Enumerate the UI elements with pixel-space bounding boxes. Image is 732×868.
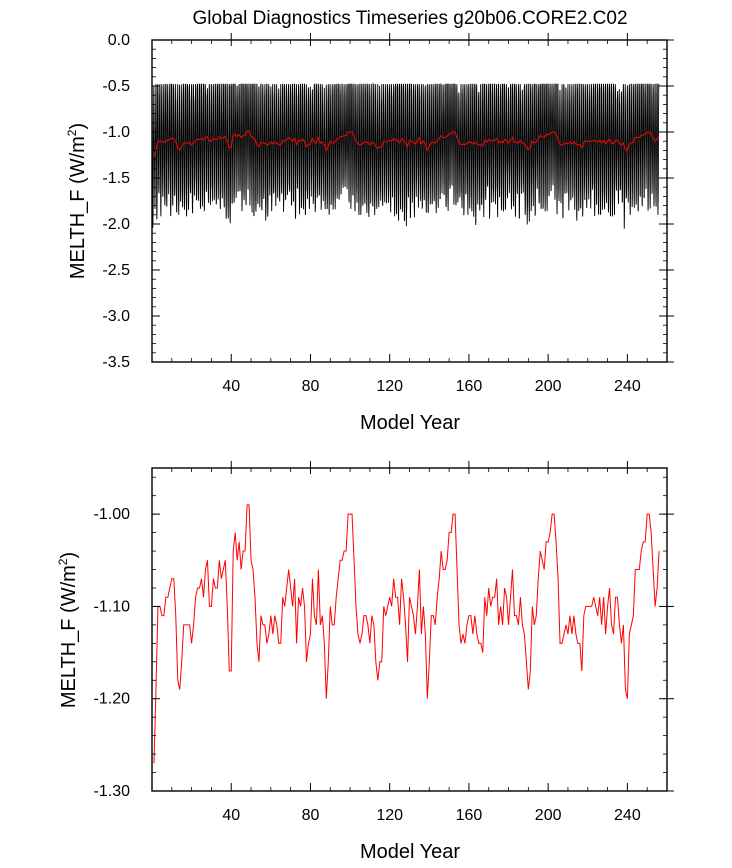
- bottom-x-axis-title: Model Year: [360, 841, 460, 863]
- bottom-y-tick-labels: -1.00 -1.10 -1.20 -1.30: [94, 506, 131, 800]
- top-x-tick-label: 160: [456, 378, 483, 395]
- bottom-plot-frame: [151, 467, 668, 792]
- bottom-panel: 40 80 120 160 200 240 -1.00 -1.10 -1.20 -1.30 Mo…: [56, 461, 674, 863]
- chart-title: Global Diagnostics Timeseries g20b06.COR…: [192, 8, 627, 29]
- top-x-axis-title: Model Year: [360, 412, 460, 434]
- bottom-ticks: [152, 461, 674, 792]
- bottom-x-tick-labels: 40 80 120 160 200 240: [222, 807, 640, 824]
- top-y-tick-label: -2.0: [102, 216, 130, 233]
- top-y-axis-title: MELTH_F (W/m2): [65, 123, 89, 279]
- top-y-axis-title-sup: 2: [65, 129, 79, 136]
- top-y-tick-label: -1.0: [102, 124, 130, 141]
- bottom-x-tick-label: 80: [302, 807, 320, 824]
- top-y-axis-title-main: MELTH_F (W/m: [67, 136, 89, 279]
- bottom-y-axis-title-main: MELTH_F (W/m: [58, 565, 80, 708]
- monthly-line: [151, 82, 660, 229]
- top-panel: Global Diagnostics Timeseries g20b06.COR…: [65, 8, 674, 434]
- top-y-tick-label: -3.5: [102, 354, 130, 371]
- bottom-y-tick-label: -1.20: [94, 691, 131, 708]
- top-y-tick-labels: 0.0 -0.5 -1.0 -1.5 -2.0 -2.5 -3.0 -3.5: [102, 32, 130, 371]
- bottom-y-axis-title: MELTH_F (W/m2): [56, 552, 80, 708]
- bottom-x-tick-label: 240: [614, 807, 641, 824]
- top-annual-mean-line: [153, 130, 660, 157]
- bottom-annual-mean-line: [153, 504, 660, 764]
- top-y-tick-label: -2.5: [102, 262, 130, 279]
- bottom-y-axis-title-sup: 2: [56, 558, 70, 565]
- top-y-tick-label: -0.5: [102, 78, 130, 95]
- bottom-y-tick-label: -1.00: [94, 506, 131, 523]
- top-x-tick-label: 120: [376, 378, 403, 395]
- top-x-tick-labels: 40 80 120 160 200 240: [222, 378, 640, 395]
- bottom-x-tick-label: 40: [222, 807, 240, 824]
- bottom-x-tick-label: 120: [376, 807, 403, 824]
- bottom-y-tick-label: -1.30: [94, 783, 131, 800]
- top-y-tick-label: -3.0: [102, 308, 130, 325]
- top-x-tick-label: 240: [614, 378, 641, 395]
- top-y-tick-label: 0.0: [108, 32, 130, 49]
- bottom-y-tick-label: -1.10: [94, 598, 131, 615]
- bottom-x-tick-label: 200: [535, 807, 562, 824]
- bottom-x-tick-label: 160: [456, 807, 483, 824]
- top-ticks: [152, 33, 674, 363]
- top-x-tick-label: 80: [302, 378, 320, 395]
- monthly-series: [151, 82, 660, 229]
- top-y-tick-label: -1.5: [102, 170, 130, 187]
- top-y-axis-title-close: ): [67, 123, 89, 130]
- bottom-y-axis-title-close: ): [58, 552, 80, 559]
- top-x-tick-label: 200: [535, 378, 562, 395]
- top-x-tick-label: 40: [222, 378, 240, 395]
